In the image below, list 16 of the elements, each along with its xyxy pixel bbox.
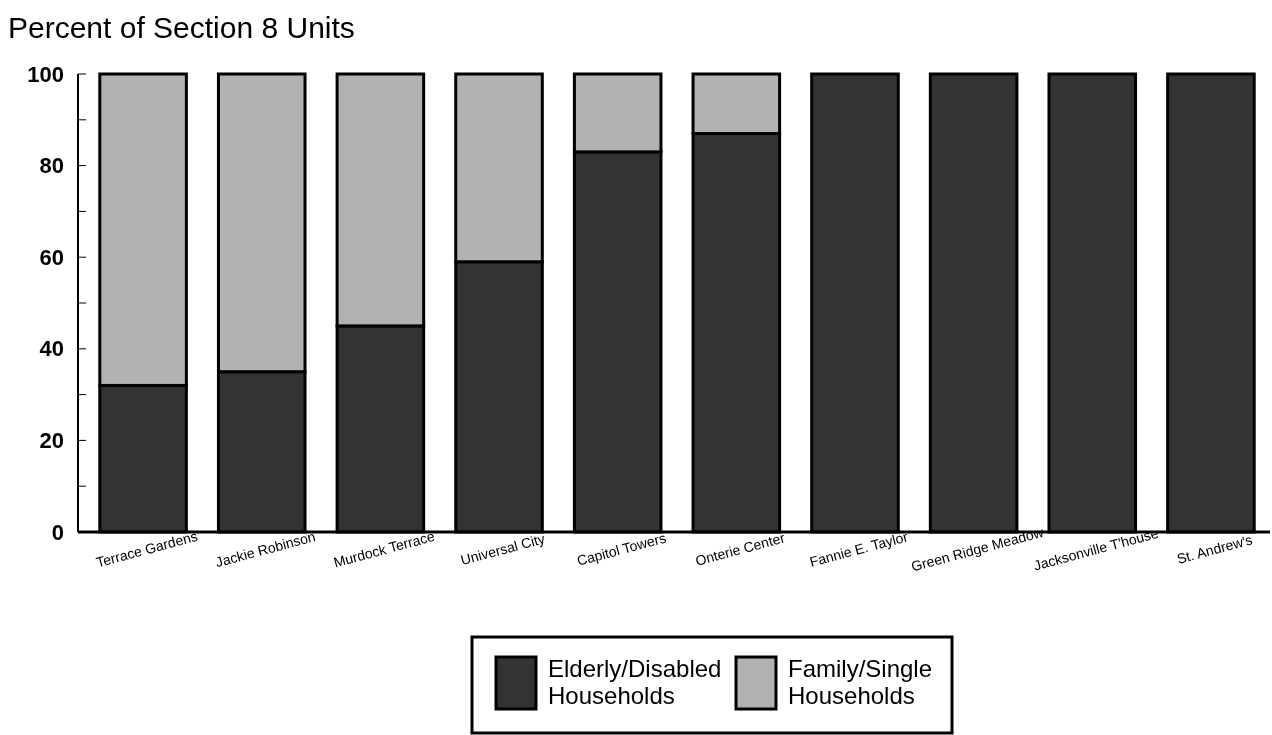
y-tick-label: 40	[39, 336, 64, 362]
x-tick-label: Onterie Center	[693, 529, 787, 569]
y-tick-label: 100	[27, 61, 64, 87]
x-tick-label: Terrace Gardens	[94, 527, 200, 571]
y-tick-label: 80	[39, 153, 64, 179]
y-tick-label: 0	[51, 519, 64, 545]
x-tick-label: St. Andrew's	[1175, 531, 1255, 567]
x-tick-label: Fannie E. Taylor	[807, 528, 910, 570]
y-tick-label: 20	[39, 427, 64, 453]
legend-label: Elderly/Disabled Households	[548, 655, 722, 709]
x-tick-label: Capitol Towers	[575, 529, 668, 569]
x-tick-label: Murdock Terrace	[331, 527, 437, 571]
y-tick-label: 60	[39, 244, 64, 270]
x-tick-label: Jackie Robinson	[213, 528, 318, 571]
chart-title: Percent of Section 8 Units	[8, 11, 355, 44]
legend-label: Family/Single Households	[788, 655, 933, 709]
